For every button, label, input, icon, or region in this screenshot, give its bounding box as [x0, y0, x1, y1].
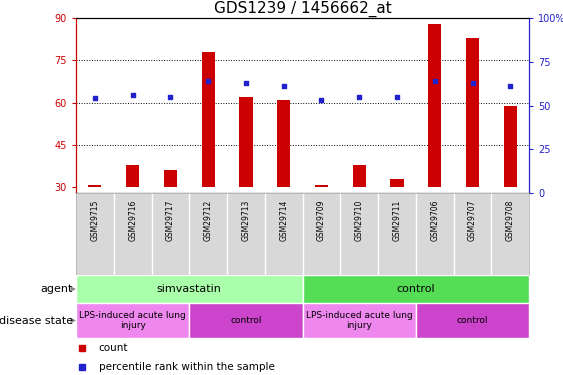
Text: GSM29708: GSM29708	[506, 200, 515, 241]
Point	[279, 83, 288, 89]
Point	[317, 97, 326, 103]
Point	[242, 80, 251, 86]
Point	[506, 83, 515, 89]
Bar	[76, 275, 303, 303]
Text: control: control	[396, 284, 435, 294]
Title: GDS1239 / 1456662_at: GDS1239 / 1456662_at	[214, 0, 391, 16]
Point	[204, 78, 213, 84]
Bar	[303, 275, 529, 303]
Bar	[352, 165, 366, 188]
Point	[355, 94, 364, 100]
Text: percentile rank within the sample: percentile rank within the sample	[99, 362, 274, 372]
Text: GSM29716: GSM29716	[128, 200, 137, 241]
Text: simvastatin: simvastatin	[157, 284, 222, 294]
Text: GSM29709: GSM29709	[317, 200, 326, 241]
Bar	[315, 184, 328, 188]
Text: GSM29713: GSM29713	[242, 200, 251, 241]
Text: LPS-induced acute lung
injury: LPS-induced acute lung injury	[79, 311, 186, 330]
Bar	[239, 97, 253, 188]
Bar	[76, 303, 189, 338]
Text: GSM29706: GSM29706	[430, 200, 439, 241]
Bar	[390, 179, 404, 188]
Bar	[189, 303, 303, 338]
Text: control: control	[230, 316, 262, 325]
Text: GSM29712: GSM29712	[204, 200, 213, 241]
Bar	[88, 184, 101, 188]
Text: control: control	[457, 316, 488, 325]
Text: LPS-induced acute lung
injury: LPS-induced acute lung injury	[306, 311, 413, 330]
Bar	[164, 170, 177, 188]
Bar	[428, 24, 441, 188]
Point	[468, 80, 477, 86]
Bar	[126, 165, 139, 188]
Bar	[202, 52, 215, 188]
Text: GSM29717: GSM29717	[166, 200, 175, 241]
Bar	[504, 105, 517, 188]
Point	[166, 94, 175, 100]
Text: count: count	[99, 344, 128, 353]
Text: disease state: disease state	[0, 315, 73, 326]
Point	[128, 92, 137, 98]
Text: agent: agent	[41, 284, 73, 294]
Text: GSM29714: GSM29714	[279, 200, 288, 241]
Text: GSM29715: GSM29715	[91, 200, 100, 241]
Text: GSM29711: GSM29711	[392, 200, 401, 241]
Point	[91, 96, 100, 102]
Bar	[466, 38, 479, 188]
Bar	[303, 303, 416, 338]
Bar	[277, 100, 291, 188]
Point	[392, 94, 401, 100]
Text: GSM29707: GSM29707	[468, 200, 477, 241]
Bar	[416, 303, 529, 338]
Text: GSM29710: GSM29710	[355, 200, 364, 241]
Point	[430, 78, 439, 84]
